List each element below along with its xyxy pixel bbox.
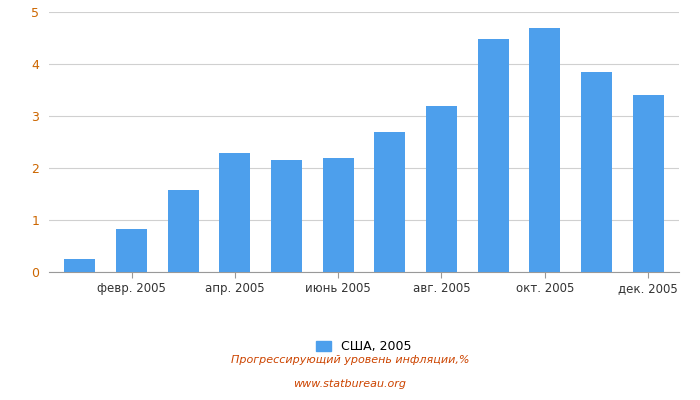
Bar bbox=[633, 95, 664, 272]
Bar bbox=[374, 132, 405, 272]
Bar bbox=[477, 38, 509, 272]
Legend: США, 2005: США, 2005 bbox=[312, 336, 416, 358]
Bar bbox=[426, 106, 457, 272]
Bar bbox=[116, 229, 147, 272]
Bar bbox=[168, 190, 199, 272]
Bar bbox=[271, 160, 302, 272]
Text: www.statbureau.org: www.statbureau.org bbox=[293, 379, 407, 389]
Bar bbox=[529, 28, 560, 272]
Bar bbox=[581, 72, 612, 272]
Bar bbox=[64, 259, 95, 272]
Bar bbox=[219, 154, 251, 272]
Text: Прогрессирующий уровень инфляции,%: Прогрессирующий уровень инфляции,% bbox=[231, 355, 469, 365]
Bar bbox=[323, 158, 354, 272]
